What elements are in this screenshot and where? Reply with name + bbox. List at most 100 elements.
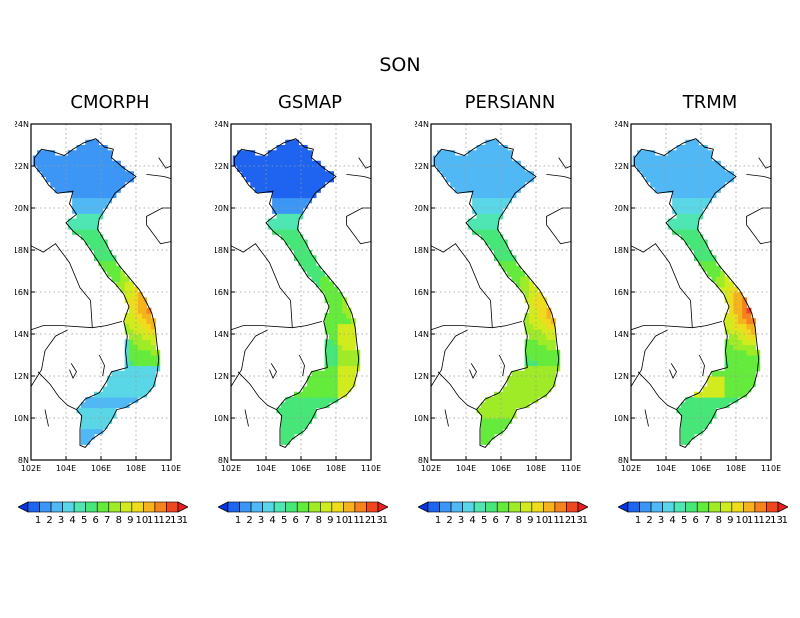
colorbar-label: 14 bbox=[182, 515, 188, 526]
colorbar-box bbox=[366, 501, 379, 513]
precip-cell bbox=[711, 160, 717, 167]
precip-cell bbox=[515, 166, 521, 172]
precip-cell bbox=[542, 360, 548, 367]
precip-cell bbox=[707, 386, 713, 393]
precip-cell bbox=[129, 391, 134, 398]
precip-cell bbox=[285, 160, 291, 167]
precip-cell bbox=[89, 192, 95, 199]
precip-cell bbox=[472, 218, 478, 225]
precip-cell bbox=[672, 202, 678, 209]
precip-cell bbox=[137, 307, 143, 314]
precip-cell bbox=[507, 412, 513, 419]
precip-cell bbox=[698, 187, 704, 193]
precip-cell bbox=[329, 302, 334, 309]
precip-cell bbox=[102, 166, 108, 172]
precip-cell bbox=[676, 150, 682, 157]
precip-cell bbox=[94, 181, 99, 188]
precip-cell bbox=[329, 281, 334, 288]
precip-cell bbox=[298, 407, 304, 414]
precip-cell bbox=[750, 323, 756, 330]
lat-tick-label: 10N bbox=[615, 414, 629, 423]
precip-cell bbox=[276, 160, 282, 167]
precip-cell bbox=[294, 418, 299, 424]
precip-cell bbox=[680, 218, 686, 225]
precip-cell bbox=[489, 208, 495, 214]
precip-cell bbox=[280, 412, 286, 419]
precip-cell bbox=[737, 349, 743, 356]
precip-cell bbox=[733, 381, 739, 388]
colorbar-label: 14 bbox=[782, 515, 788, 526]
precip-cell bbox=[507, 250, 513, 256]
precip-cell bbox=[98, 150, 104, 157]
precip-cell bbox=[480, 423, 486, 430]
precip-cell bbox=[333, 313, 339, 319]
precip-cell bbox=[98, 166, 104, 172]
precip-cell bbox=[472, 223, 478, 230]
precip-cell bbox=[267, 160, 273, 167]
precip-cell bbox=[272, 202, 278, 209]
border-line bbox=[430, 329, 468, 387]
border-line bbox=[644, 409, 649, 427]
precip-cell bbox=[715, 386, 721, 393]
precip-cell bbox=[285, 418, 291, 424]
precip-cell bbox=[511, 166, 517, 172]
precip-cell bbox=[102, 418, 108, 424]
precip-cell bbox=[467, 223, 473, 230]
precip-cell bbox=[94, 145, 99, 151]
colorbar-box bbox=[331, 501, 344, 513]
precip-cell bbox=[267, 176, 273, 183]
precip-cell bbox=[659, 171, 664, 178]
lat-tick-label: 20N bbox=[215, 204, 229, 213]
precip-cell bbox=[80, 166, 86, 172]
precip-cell bbox=[289, 423, 295, 430]
precip-cell bbox=[542, 297, 548, 304]
precip-cell bbox=[250, 155, 256, 162]
precip-cell bbox=[729, 344, 734, 351]
colorbar-label: 3 bbox=[458, 515, 464, 526]
precip-cell bbox=[502, 260, 508, 267]
precip-cell bbox=[702, 418, 708, 424]
precip-cell bbox=[702, 412, 708, 419]
precip-cell bbox=[324, 328, 330, 335]
precip-cell bbox=[72, 155, 78, 162]
precip-cell bbox=[742, 297, 748, 304]
precip-cell bbox=[311, 187, 317, 193]
precip-cell bbox=[694, 234, 699, 241]
precip-cell bbox=[715, 281, 721, 288]
precip-cell bbox=[311, 160, 317, 167]
precip-cell bbox=[685, 412, 691, 419]
border-line bbox=[237, 371, 277, 410]
precip-cell bbox=[507, 402, 513, 409]
precip-cell bbox=[124, 176, 130, 183]
precip-cell bbox=[302, 260, 308, 267]
lat-tick-label: 14N bbox=[615, 330, 629, 339]
precip-cell bbox=[737, 391, 743, 398]
precip-cell bbox=[115, 391, 121, 398]
precip-cell bbox=[315, 281, 321, 288]
precip-cell bbox=[467, 218, 473, 225]
precip-cell bbox=[311, 397, 317, 403]
precip-cell bbox=[485, 160, 491, 167]
precip-cell bbox=[441, 155, 447, 162]
lat-tick-label: 24N bbox=[415, 120, 429, 129]
precip-cell bbox=[537, 297, 543, 304]
precip-cell bbox=[102, 260, 108, 267]
colorbar-label: 13 bbox=[370, 515, 383, 526]
precip-cell bbox=[146, 334, 152, 340]
precip-cell bbox=[150, 355, 156, 361]
precip-cell bbox=[133, 286, 139, 293]
precip-cell bbox=[294, 176, 299, 183]
precip-cell bbox=[676, 181, 682, 188]
precip-cell bbox=[315, 171, 321, 178]
precip-cell bbox=[337, 376, 343, 382]
precip-cell bbox=[672, 218, 678, 225]
precip-cell bbox=[746, 381, 752, 388]
precip-cell bbox=[129, 344, 134, 351]
precip-cell bbox=[289, 412, 295, 419]
precip-cell bbox=[720, 166, 726, 172]
precip-cell bbox=[733, 370, 739, 377]
precip-cell bbox=[94, 428, 99, 435]
precip-cell bbox=[502, 386, 508, 393]
precip-cell bbox=[50, 176, 56, 183]
precip-cell bbox=[115, 381, 121, 388]
